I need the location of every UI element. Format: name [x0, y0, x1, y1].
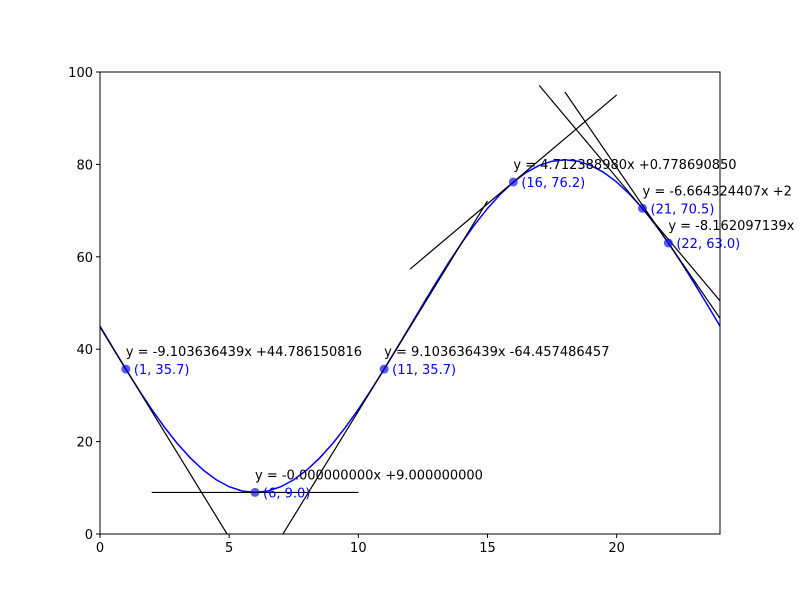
tangent-equation: y = -6.664324407x +2	[643, 184, 792, 199]
tangent-equation: y = -8.162097139x	[668, 219, 794, 234]
x-tick-label: 10	[350, 541, 367, 556]
point	[121, 364, 131, 374]
x-tick-label: 20	[608, 541, 625, 556]
x-tick-label: 0	[96, 541, 104, 556]
y-tick-label: 20	[76, 436, 93, 451]
annotations: (1, 35.7) y = -9.103636439x +44.786150816…	[121, 158, 795, 501]
point-label: (22, 63.0)	[676, 237, 740, 252]
point	[379, 364, 389, 374]
y-tick-label: 80	[76, 158, 93, 173]
point-label: (16, 76.2)	[521, 176, 585, 191]
tangent-equation: y = 4.712388980x +0.778690850	[513, 158, 736, 173]
y-tick-label: 100	[68, 66, 93, 81]
point	[638, 203, 647, 213]
axes-frame	[99, 71, 721, 535]
point	[508, 177, 518, 187]
point	[250, 487, 260, 497]
point-label: (1, 35.7)	[134, 363, 190, 378]
point-label: (21, 70.5)	[651, 202, 715, 217]
tangent-equation: y = -9.103636439x +44.786150816	[126, 345, 362, 360]
point-label: (11, 35.7)	[392, 363, 456, 378]
point-label: (6, 9.0)	[263, 486, 310, 501]
y-tick-label: 0	[85, 528, 93, 543]
y-tick-label: 60	[76, 251, 93, 266]
tangent-equation: y = 9.103636439x -64.457486457	[384, 345, 609, 360]
tangent-equation: y = -0.000000000x +9.000000000	[255, 468, 483, 483]
x-tick-label: 5	[225, 541, 233, 556]
x-tick-label: 15	[479, 541, 496, 556]
point	[663, 238, 673, 248]
y-tick-label: 40	[76, 343, 93, 358]
